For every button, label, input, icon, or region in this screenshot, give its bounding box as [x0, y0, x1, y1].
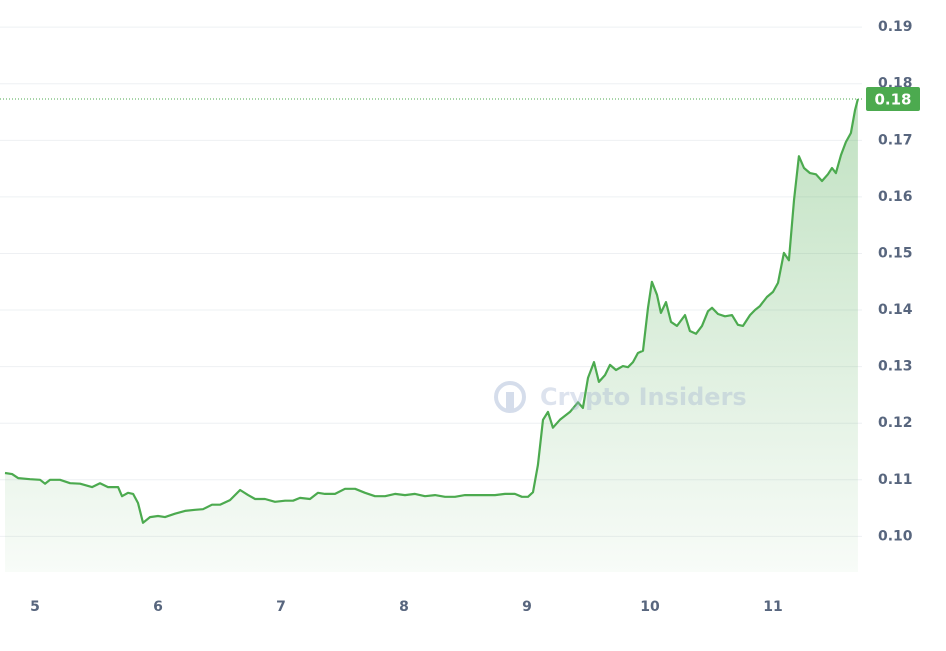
price-badge — [866, 87, 920, 112]
watermark: Crypto Insiders — [494, 381, 747, 413]
x-tick-label: 5 — [30, 599, 40, 615]
x-tick-label: 9 — [522, 599, 532, 615]
watermark-text: Crypto Insiders — [540, 383, 747, 411]
x-tick-label: 7 — [276, 599, 286, 615]
price-badge-label: 0.18 — [874, 91, 911, 109]
y-tick-label: 0.17 — [878, 132, 913, 148]
y-tick-label: 0.10 — [878, 528, 913, 544]
y-tick-label: 0.11 — [878, 472, 913, 488]
x-tick-label: 6 — [153, 599, 163, 615]
y-tick-label: 0.13 — [878, 359, 913, 375]
x-tick-label: 8 — [399, 599, 409, 615]
grid — [0, 26, 862, 537]
y-tick-label: 0.14 — [878, 302, 913, 318]
x-tick-label: 11 — [763, 599, 782, 615]
y-tick-label: 0.15 — [878, 245, 913, 261]
y-tick-label: 0.12 — [878, 415, 913, 431]
y-tick-label: 0.16 — [878, 189, 913, 205]
labels: 0.10 0.11 0.12 0.13 0.14 0.15 0.16 0.17 0.18 0.19… — [30, 19, 920, 615]
x-tick-label: 10 — [640, 599, 660, 615]
price-line — [4, 98, 859, 524]
plot — [0, 98, 862, 572]
area-fill — [5, 99, 858, 572]
y-tick-label: 0.19 — [878, 19, 913, 35]
